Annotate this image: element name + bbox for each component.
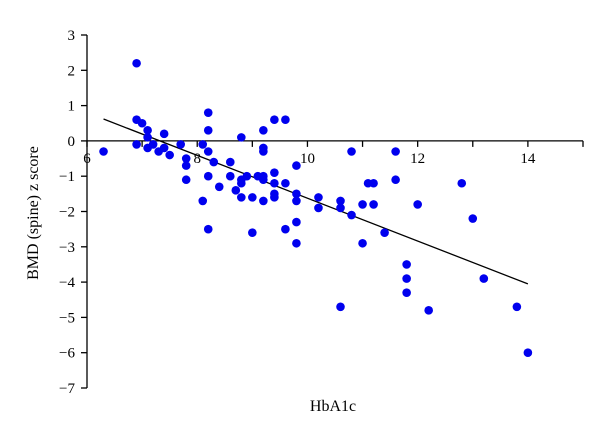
data-point [165, 150, 174, 160]
y-tick-label: −2 [59, 205, 75, 221]
x-tick-label: 12 [410, 151, 425, 167]
data-point [402, 274, 411, 283]
data-points [99, 58, 533, 358]
data-point [369, 200, 378, 209]
data-point [358, 200, 367, 209]
data-point [347, 210, 356, 220]
data-point [457, 178, 467, 188]
y-tick-label: 3 [68, 28, 76, 44]
data-point [479, 274, 489, 283]
data-point [270, 178, 279, 188]
y-tick-label: 2 [68, 63, 76, 79]
data-point [181, 161, 191, 170]
data-point [281, 224, 290, 234]
data-point [181, 175, 191, 185]
x-axis-title: HbA1c [310, 398, 356, 415]
data-point [523, 348, 533, 358]
x-tick-label: 14 [520, 151, 536, 167]
data-point [237, 193, 246, 202]
data-point [203, 126, 213, 135]
data-point [148, 140, 158, 149]
data-point [314, 193, 323, 202]
data-point [336, 196, 345, 206]
data-point [402, 260, 411, 269]
data-point [380, 228, 389, 237]
data-point [143, 133, 152, 142]
data-point [137, 118, 147, 128]
data-point [203, 108, 213, 117]
data-point [369, 178, 378, 188]
data-point [176, 140, 185, 149]
data-point [209, 157, 219, 167]
data-point [181, 154, 191, 163]
axes [81, 34, 584, 389]
data-point [424, 306, 433, 315]
data-point [336, 203, 345, 213]
data-point [270, 193, 279, 202]
data-point [159, 143, 169, 153]
data-point [214, 182, 224, 192]
data-point [292, 196, 301, 206]
y-tick-label: −4 [59, 275, 75, 291]
data-point [468, 214, 478, 223]
data-point [203, 224, 213, 234]
data-point [270, 115, 279, 125]
y-tick-label: −1 [59, 169, 75, 185]
data-point [512, 302, 522, 312]
data-point [225, 171, 235, 181]
data-point [292, 161, 301, 170]
data-point [281, 178, 290, 188]
data-point [198, 140, 208, 149]
data-point [132, 140, 141, 149]
trendline-group [103, 118, 529, 285]
data-point [402, 288, 411, 297]
data-point [159, 129, 169, 139]
data-point [259, 147, 268, 156]
y-tick-label: −3 [59, 240, 75, 256]
data-point [231, 186, 241, 195]
data-point [203, 147, 213, 156]
data-point [292, 238, 301, 248]
y-tick-label: −5 [59, 310, 75, 326]
data-point [358, 238, 367, 248]
data-point [242, 171, 252, 181]
data-point [391, 175, 400, 185]
data-point [198, 196, 208, 206]
data-point [259, 175, 268, 185]
data-point [99, 147, 108, 156]
data-point [132, 58, 141, 68]
data-point [347, 147, 356, 156]
data-point [270, 168, 279, 177]
x-tick-label: 8 [193, 151, 201, 167]
data-point [237, 178, 246, 188]
data-point [248, 193, 257, 202]
y-tick-label: −7 [59, 381, 75, 397]
x-tick-label: 6 [83, 151, 91, 167]
data-point [248, 228, 257, 237]
data-point [314, 203, 323, 213]
y-tick-label: 1 [68, 99, 76, 115]
data-point [203, 171, 213, 181]
regression-line [103, 118, 529, 285]
data-point [143, 126, 152, 135]
data-point [225, 157, 235, 167]
data-point [292, 217, 301, 227]
y-tick-label: 0 [68, 134, 76, 150]
data-point [336, 302, 345, 312]
data-point [292, 189, 301, 199]
data-point [259, 196, 268, 206]
data-point [281, 115, 290, 125]
data-point [391, 147, 400, 156]
y-axis-title: BMD (spine) z score [25, 146, 42, 280]
data-point [237, 133, 246, 142]
y-tick-label: −6 [59, 346, 75, 362]
data-point [259, 126, 268, 135]
data-point [413, 200, 422, 209]
x-tick-label: 10 [300, 151, 315, 167]
